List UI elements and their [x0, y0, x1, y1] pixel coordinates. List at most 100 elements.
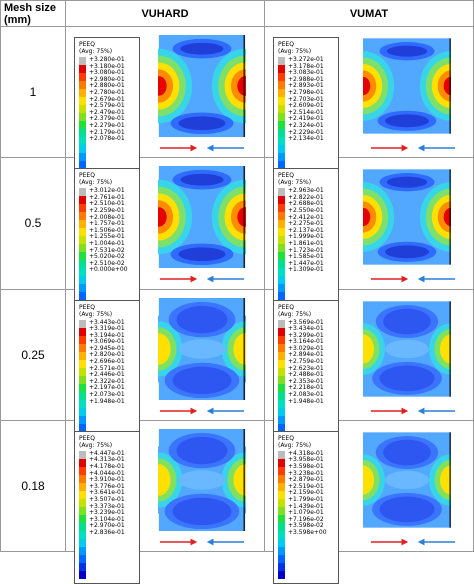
color-swatch — [278, 121, 285, 130]
legend-value: +3.507e-01 — [89, 495, 125, 503]
peeq-contour-plot — [158, 297, 246, 400]
color-swatch — [79, 327, 86, 336]
legend-value: +3.239e-01 — [89, 509, 125, 517]
color-swatch — [79, 474, 86, 483]
color-swatch — [278, 562, 285, 571]
right-arrow-head — [190, 275, 198, 283]
strain-contour-band — [443, 208, 451, 227]
color-swatch — [79, 268, 86, 277]
color-swatch — [278, 343, 285, 352]
color-swatch — [278, 268, 285, 277]
legend-value: +3.299e-01 — [288, 331, 324, 339]
row: 0.18 PEEQ (Avg: 75%) +4.447e-01 +4.313e-01 +… — [0, 419, 474, 584]
right-arrow-head — [401, 144, 409, 152]
peeq-contour-plot — [158, 166, 246, 269]
legend-value: +3.598e+00 — [288, 528, 327, 536]
legend-value: +2.134e-01 — [288, 135, 324, 143]
legend-averaging: (Avg: 75%) — [79, 179, 113, 187]
color-swatch — [79, 145, 86, 154]
legend-value: +1.439e-01 — [288, 502, 324, 510]
color-swatch — [79, 375, 86, 384]
color-swatch — [278, 276, 285, 285]
right-arrow-head — [401, 275, 409, 283]
legend-value: +2.008e-01 — [89, 213, 125, 221]
row: 0.25 PEEQ (Avg: 75%) +3.443e-01 +3.319e-01 +… — [0, 288, 474, 453]
color-swatch — [79, 482, 86, 491]
legend-title: PEEQ — [278, 434, 294, 442]
strain-contour-band — [440, 333, 451, 364]
legend-value: +4.044e-01 — [89, 469, 125, 477]
left-arrow-head — [417, 407, 425, 414]
right-arrow-head — [190, 538, 198, 546]
legend-averaging: (Avg: 75%) — [278, 441, 312, 449]
low-strain-region — [383, 439, 431, 466]
color-swatch — [278, 490, 285, 499]
color-swatch — [278, 570, 285, 579]
color-swatch — [278, 212, 285, 221]
legend-averaging: (Avg: 75%) — [278, 48, 312, 56]
color-swatch — [79, 188, 86, 197]
legend-value: +2.980e-01 — [89, 75, 125, 83]
legend-value: +3.569e-01 — [288, 318, 324, 326]
vumat-cell: PEEQ (Avg: 75%) +2.963e-01 +2.822e-01 +2.688… — [264, 157, 474, 322]
peeq-contour-plot — [363, 169, 451, 265]
color-swatch — [79, 458, 86, 467]
vuhard-cell: PEEQ (Avg: 75%) +4.447e-01 +4.313e-01 +4.178… — [65, 419, 265, 584]
low-strain-region — [172, 366, 232, 394]
strain-contour-band — [178, 469, 226, 490]
strain-contour-band — [363, 76, 371, 96]
color-scale — [79, 450, 86, 579]
low-strain-region — [385, 114, 429, 128]
color-swatch — [79, 113, 86, 122]
color-swatch — [79, 204, 86, 213]
color-swatch — [79, 276, 86, 285]
color-swatch — [278, 391, 285, 400]
color-swatch — [79, 466, 86, 475]
legend-value: +1.255e-01 — [89, 233, 125, 241]
strain-contour-band — [233, 464, 246, 496]
legend-value: +2.894e-01 — [288, 351, 324, 359]
color-swatch — [278, 105, 285, 114]
left-arrow-head — [417, 144, 425, 152]
strain-contour-band — [158, 76, 167, 96]
legend-value: +2.078e-01 — [89, 135, 125, 143]
color-swatch — [278, 73, 285, 82]
legend-value: +2.780e-01 — [89, 89, 125, 97]
color-swatch — [79, 228, 86, 237]
color-swatch — [79, 546, 86, 555]
legend-value: +2.218e-01 — [288, 384, 324, 392]
mesh-size-cell: 0.18 — [0, 419, 66, 553]
vuhard-cell: PEEQ (Avg: 75%) +3.443e-01 +3.319e-01 +3.194… — [65, 288, 265, 453]
legend-value: +2.324e-01 — [288, 121, 324, 129]
color-swatch — [79, 57, 86, 66]
strain-contour-band — [443, 76, 451, 96]
legend-value: +2.798e-01 — [288, 89, 324, 97]
legend-value: +1.004e-01 — [89, 240, 125, 248]
color-swatch — [278, 252, 285, 261]
color-swatch — [278, 204, 285, 213]
legend-value: +1.948e-01 — [288, 397, 324, 405]
low-strain-region — [180, 174, 224, 186]
color-swatch — [278, 522, 285, 531]
legend-title: PEEQ — [278, 303, 294, 311]
legend-value: +2.609e-01 — [288, 102, 324, 110]
legend-value: +3.958e-01 — [288, 456, 324, 464]
left-arrow-head — [417, 275, 425, 283]
legend-value: +2.083e-01 — [288, 391, 324, 399]
low-strain-region — [172, 497, 232, 525]
color-swatch — [79, 450, 86, 459]
legend-value: +2.970e-01 — [89, 522, 125, 530]
legend-value: +2.179e-01 — [89, 128, 125, 136]
color-swatch — [79, 129, 86, 138]
color-swatch — [278, 57, 285, 66]
legend-value: +2.893e-01 — [288, 82, 324, 90]
legend-value: +4.313e-01 — [89, 456, 125, 464]
legend-value: +2.275e-01 — [288, 220, 324, 228]
left-arrow-head — [206, 407, 214, 414]
color-swatch — [79, 554, 86, 563]
color-swatch — [278, 546, 285, 555]
legend-value: +7.531e-02 — [89, 246, 125, 254]
color-swatch — [278, 188, 285, 197]
legend-title: PEEQ — [278, 172, 294, 180]
